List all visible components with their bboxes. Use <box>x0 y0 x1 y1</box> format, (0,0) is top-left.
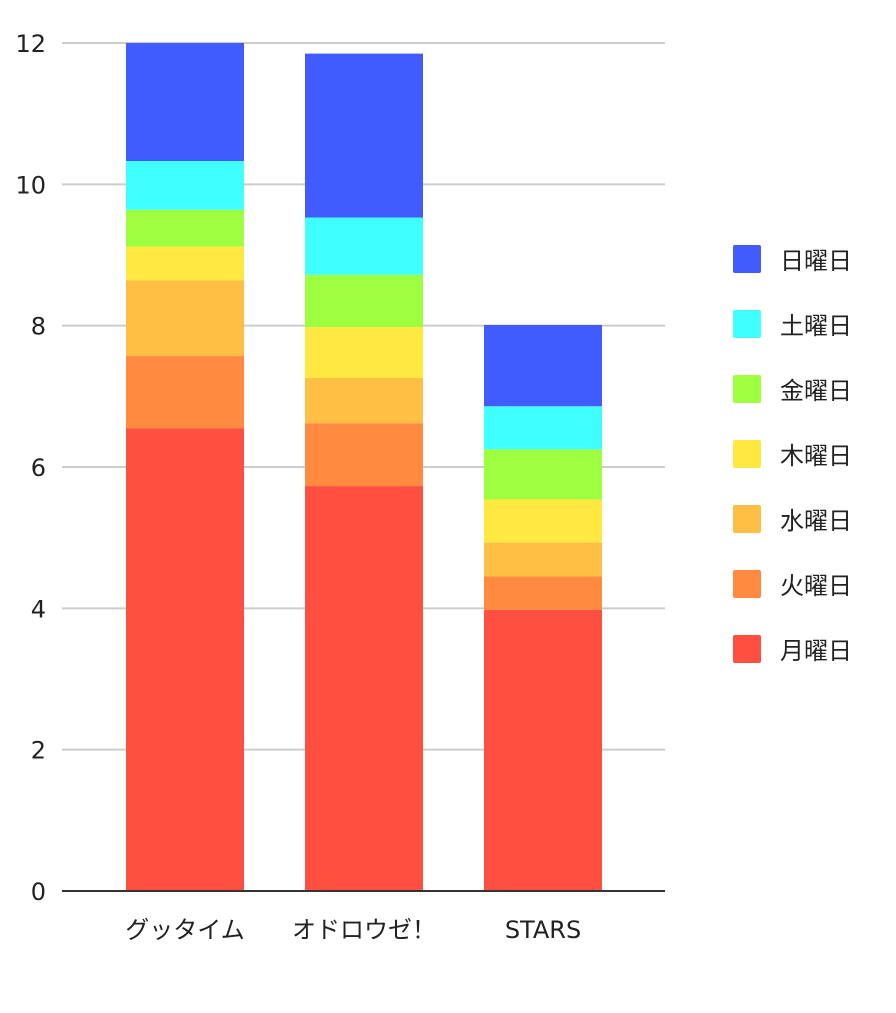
bar-segment <box>126 280 244 357</box>
legend-swatch <box>733 440 761 468</box>
bar-segment <box>305 53 423 218</box>
y-tick-label: 12 <box>15 30 46 58</box>
bar-segment <box>305 217 423 275</box>
y-tick-label: 6 <box>31 454 46 482</box>
bar-segment <box>305 377 423 424</box>
bar-segment <box>305 423 423 487</box>
bar-segment <box>484 449 602 500</box>
bar-stack <box>126 43 244 891</box>
bar-segment <box>126 428 244 891</box>
legend-item: 火曜日 <box>733 570 852 600</box>
legend-swatch <box>733 310 761 338</box>
y-tick-label: 4 <box>31 595 46 623</box>
y-tick-label: 2 <box>31 737 46 765</box>
bar-segment <box>484 542 602 577</box>
x-category-label: オドロウゼ！ <box>292 916 436 944</box>
bar-segment <box>305 486 423 891</box>
bar-segment <box>126 246 244 281</box>
bar-segment <box>484 576 602 610</box>
legend-label: 金曜日 <box>780 377 852 405</box>
bar-segment <box>484 499 602 543</box>
bar-segment <box>305 274 423 328</box>
legend-swatch <box>733 505 761 533</box>
y-axis-tick-labels: 0 2 4 6 8 10 12 <box>15 30 46 906</box>
legend-swatch <box>733 245 761 273</box>
legend-item: 月曜日 <box>733 635 852 665</box>
y-tick-label: 10 <box>15 171 46 199</box>
legend-label: 日曜日 <box>780 247 852 275</box>
bar-segment <box>484 406 602 450</box>
x-category-label: グッタイム <box>125 916 245 944</box>
x-axis-category-labels: グッタイム オドロウゼ！ STARS <box>125 916 581 944</box>
legend-item: 土曜日 <box>733 310 852 340</box>
legend-swatch <box>733 570 761 598</box>
legend-label: 土曜日 <box>780 312 852 340</box>
bar-segment <box>126 43 244 162</box>
x-category-label: STARS <box>505 916 581 944</box>
bar-segment <box>126 356 244 429</box>
legend-swatch <box>733 635 761 663</box>
legend-item: 水曜日 <box>733 505 852 535</box>
y-tick-label: 8 <box>31 313 46 341</box>
bar-segment <box>126 209 244 247</box>
legend-label: 水曜日 <box>780 507 852 535</box>
bar-stack <box>484 324 602 891</box>
legend-swatch <box>733 375 761 403</box>
legend-label: 木曜日 <box>780 442 852 470</box>
bar-segment <box>484 324 602 407</box>
legend-label: 火曜日 <box>780 572 852 600</box>
bar-segment <box>305 327 423 378</box>
bar-segment <box>484 609 602 891</box>
legend-item: 木曜日 <box>733 440 852 470</box>
legend-item: 金曜日 <box>733 375 852 405</box>
legend-label: 月曜日 <box>780 637 852 665</box>
bar-stack <box>305 53 423 891</box>
bars <box>126 43 602 891</box>
legend-item: 日曜日 <box>733 245 852 275</box>
y-tick-label: 0 <box>31 878 46 906</box>
bar-segment <box>126 161 244 210</box>
